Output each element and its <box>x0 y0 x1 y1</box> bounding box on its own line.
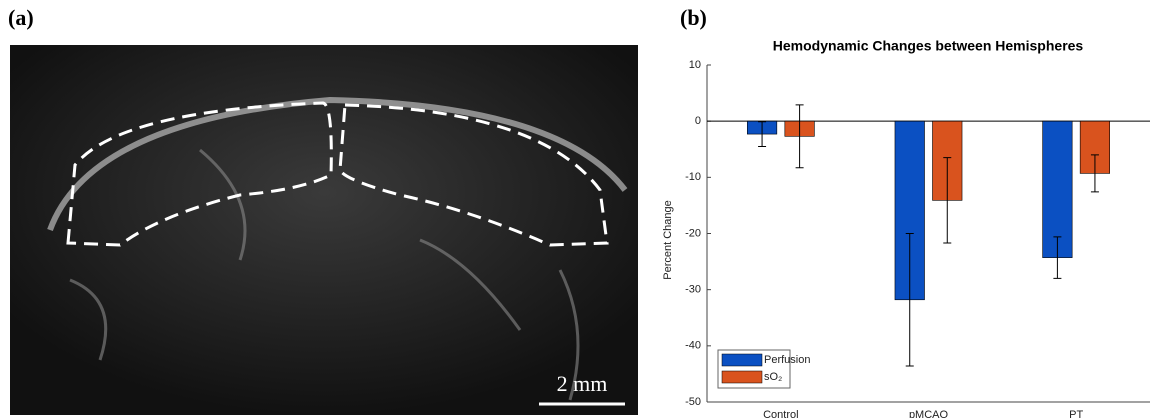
y-tick-label: -40 <box>685 340 701 352</box>
y-tick-label: 0 <box>695 115 701 127</box>
scale-bar-label: 2 mm <box>557 371 608 396</box>
y-axis-label: Percent Change <box>662 200 674 280</box>
legend-swatch <box>721 353 763 367</box>
x-tick-label: PT <box>1069 409 1083 418</box>
y-tick-label: 10 <box>689 59 701 71</box>
legend-swatch <box>721 370 763 384</box>
error-bar <box>1090 154 1099 193</box>
x-tick-label: Control <box>763 409 798 418</box>
error-bar <box>1053 236 1062 279</box>
ultrasound-image: 2 mm <box>10 45 638 415</box>
chart-title: Hemodynamic Changes between Hemispheres <box>773 38 1084 54</box>
panel-label: (b) <box>680 5 707 30</box>
legend-label: Perfusion <box>764 354 810 366</box>
y-tick-label: -50 <box>685 396 701 408</box>
panel-label: (a) <box>8 5 34 30</box>
x-tick-label: pMCAO <box>909 409 949 418</box>
error-bar <box>758 121 767 147</box>
y-tick-label: -30 <box>685 284 701 296</box>
y-tick-label: -20 <box>685 227 701 239</box>
y-tick-label: -10 <box>685 171 701 183</box>
error-bar <box>795 104 804 169</box>
error-bar <box>943 157 952 244</box>
legend-label: sO₂ <box>764 371 782 383</box>
error-bar <box>905 233 914 367</box>
